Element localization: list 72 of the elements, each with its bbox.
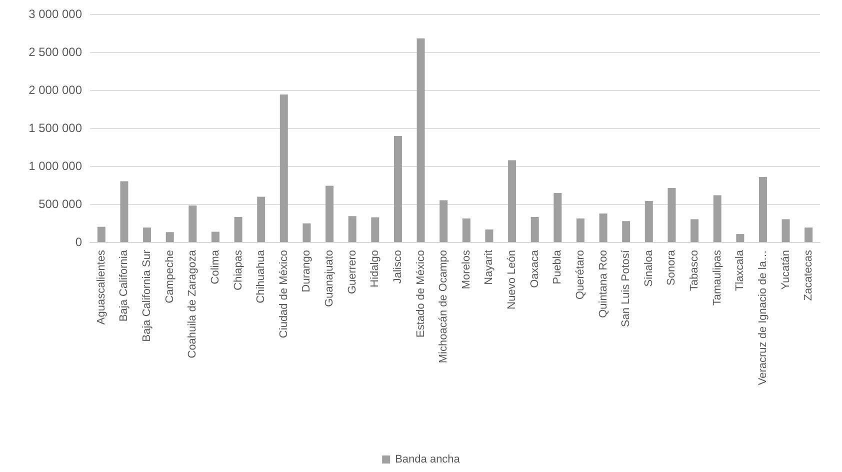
x-tick-label: Baja California Sur <box>141 250 154 342</box>
x-tick-label: Ciudad de México <box>278 250 290 338</box>
bar <box>280 94 288 242</box>
bar <box>599 214 608 242</box>
bar <box>530 216 539 242</box>
x-tick-label: Tamaulipas <box>711 250 724 306</box>
bar <box>326 186 334 242</box>
x-tick-label: Nuevo León <box>506 250 518 310</box>
y-tick-label: 500 000 <box>38 197 82 211</box>
x-tick-label: Yucatán <box>780 250 792 290</box>
x-tick-label: Chiapas <box>232 250 244 290</box>
x-tick-label: Chihuahua <box>255 249 268 304</box>
x-tick-label: Sinaloa <box>642 249 655 287</box>
bar <box>576 218 584 242</box>
y-tick-label: 1 000 000 <box>28 159 82 173</box>
x-tick-label: Durango <box>300 250 313 292</box>
x-tick-label: Michoacán de Ocampo <box>438 250 450 364</box>
y-tick-label: 0 <box>75 235 82 249</box>
bar <box>758 177 767 242</box>
bar <box>690 219 699 242</box>
bar <box>120 181 128 242</box>
x-tick-label: Jalisco <box>392 250 404 284</box>
x-tick-label: Aguascalientes <box>95 250 108 325</box>
x-tick-label: Querétaro <box>574 250 586 300</box>
x-tick-label: Zacatecas <box>802 250 815 301</box>
bar <box>554 192 562 242</box>
bar <box>622 221 630 242</box>
bar <box>302 223 311 242</box>
legend-label: Banda ancha <box>395 454 461 466</box>
x-tick-label: Guanajuato <box>324 250 336 307</box>
y-tick-label: 2 000 000 <box>28 83 82 97</box>
bar <box>143 228 152 242</box>
y-tick-label: 3 000 000 <box>28 7 82 21</box>
x-tick-label: Morelos <box>460 250 472 290</box>
x-tick-label: Campeche <box>164 250 176 304</box>
x-tick-label: Oaxaca <box>528 249 541 288</box>
bar <box>804 228 813 242</box>
x-tick-label: Quintana Roo <box>597 250 610 318</box>
y-tick-label: 2 500 000 <box>28 45 82 59</box>
x-tick-label: Puebla <box>552 249 564 284</box>
bar <box>211 232 220 242</box>
x-tick-label: Sonora <box>666 249 678 286</box>
bar <box>234 216 242 242</box>
bar <box>440 200 448 242</box>
x-tick-label: Tlaxcala <box>734 249 746 291</box>
x-tick-label: Tabasco <box>688 250 701 291</box>
x-tick-label: Hidalgo <box>369 250 382 288</box>
bar <box>416 38 425 242</box>
x-tick-label: Colima <box>209 249 222 284</box>
bar <box>97 226 106 242</box>
bar <box>508 160 516 242</box>
x-tick-label: Veracruz de Ignacio de la… <box>756 250 769 386</box>
x-tick-label: Coahuila de Zaragoza <box>186 249 199 358</box>
x-tick-label: Baja California <box>118 249 130 322</box>
bar <box>371 217 380 242</box>
bar <box>644 200 653 242</box>
bar <box>462 218 470 242</box>
bar <box>668 188 676 242</box>
bar <box>394 136 402 242</box>
bar <box>348 216 356 242</box>
x-tick-label: San Luis Potosí <box>620 249 632 328</box>
x-tick-label: Guerrero <box>346 250 358 294</box>
bar <box>736 234 744 242</box>
bar <box>257 196 266 242</box>
bar <box>713 195 722 242</box>
y-tick-label: 1 500 000 <box>28 121 82 135</box>
bar <box>782 219 790 242</box>
bar <box>485 229 494 242</box>
bar <box>166 232 174 242</box>
bar <box>188 206 197 242</box>
x-tick-label: Nayarit <box>483 250 496 285</box>
x-tick-label: Estado de México <box>414 250 427 338</box>
